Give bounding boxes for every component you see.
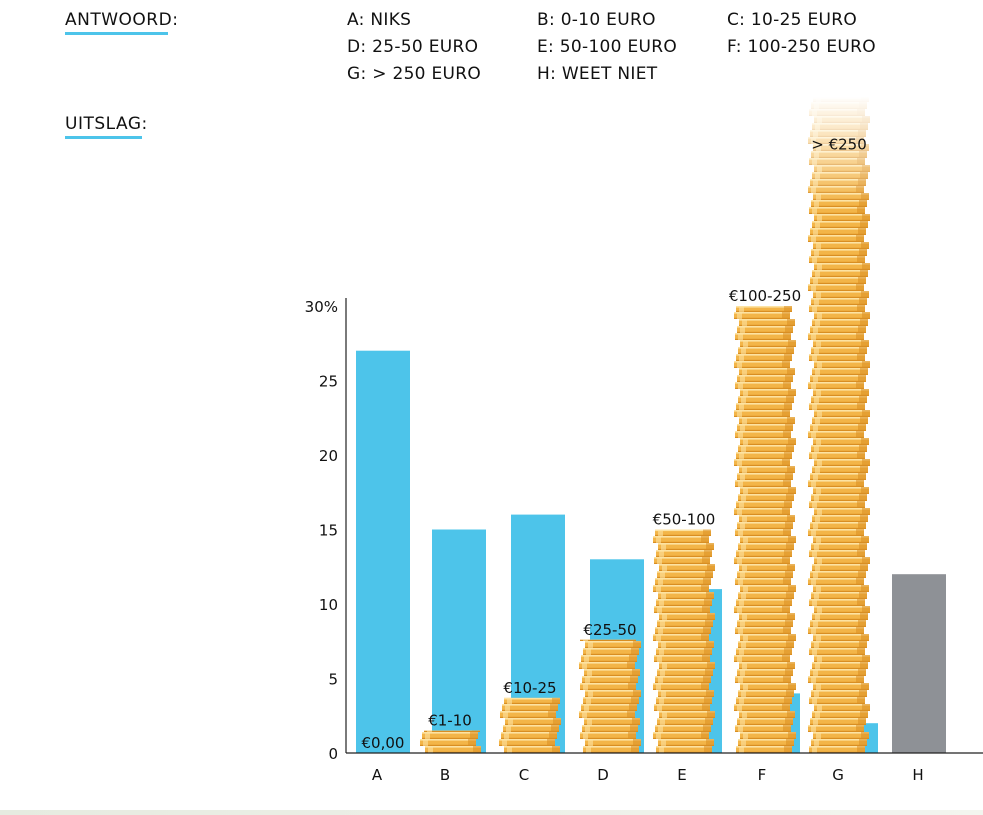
legend-item-f: F: 100-250 EURO (727, 37, 876, 57)
x-tick-label-f: F (758, 766, 767, 784)
x-tick-label-e: E (677, 766, 686, 784)
y-tick-label: 25 (319, 373, 338, 391)
legend-item-d: D: 25-50 EURO (347, 37, 479, 57)
y-tick-label: 5 (328, 671, 338, 689)
x-tick-label-h: H (912, 766, 923, 784)
legend-item-h: H: WEET NIET (537, 64, 658, 84)
x-tick-label-a: A (372, 766, 383, 784)
coin-stack-label-4: €25-50 (583, 621, 636, 639)
x-tick-label-c: C (519, 766, 529, 784)
y-tick-label: 15 (319, 522, 338, 540)
coin-stack-6 (734, 306, 796, 753)
result-heading: UITSLAG: (65, 114, 148, 134)
coin-stack-label-3: €10-25 (503, 679, 556, 697)
bar-b (432, 529, 486, 753)
coin-stack-5 (653, 529, 715, 753)
legend-item-g: G: > 250 EURO (347, 64, 482, 84)
coin-stack-label-2: €1-10 (428, 712, 472, 730)
coin-stack-label-5: €50-100 (653, 511, 716, 529)
coin-stack-3 (499, 697, 561, 753)
answer-heading: ANTWOORD: (65, 10, 179, 30)
legend-item-a: A: NIKS (347, 10, 412, 30)
bottom-strip (0, 810, 983, 815)
x-tick-label-b: B (440, 766, 450, 784)
result-heading-underline (65, 136, 142, 139)
x-tick-label-g: G (832, 766, 844, 784)
coin-stack-4 (579, 639, 641, 753)
coin-stack-label-6: €100-250 (729, 287, 801, 305)
y-tick-label: 0 (328, 745, 338, 763)
coin-stack-label-7: > €250 (811, 136, 867, 154)
bar-a (356, 350, 410, 753)
answer-heading-underline (65, 32, 168, 35)
legend-item-c: C: 10-25 EURO (727, 10, 858, 30)
coin-stack-label-1: €0,00 (362, 734, 405, 752)
legend-item-b: B: 0-10 EURO (537, 10, 656, 30)
y-tick-label: 10 (319, 596, 338, 614)
coin-stack-fade (805, 95, 875, 206)
x-tick-label-d: D (597, 766, 609, 784)
y-tick-label: 30% (305, 298, 338, 316)
y-tick-label: 20 (319, 447, 338, 465)
bar-h (892, 574, 946, 753)
coin-stack-2 (420, 730, 481, 753)
legend-item-e: E: 50-100 EURO (537, 37, 678, 57)
